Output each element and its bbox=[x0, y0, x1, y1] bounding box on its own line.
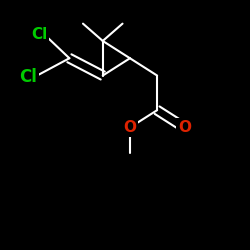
Text: Cl: Cl bbox=[19, 68, 37, 86]
Text: O: O bbox=[124, 120, 136, 135]
Text: O: O bbox=[178, 120, 191, 135]
Text: Cl: Cl bbox=[31, 27, 47, 42]
